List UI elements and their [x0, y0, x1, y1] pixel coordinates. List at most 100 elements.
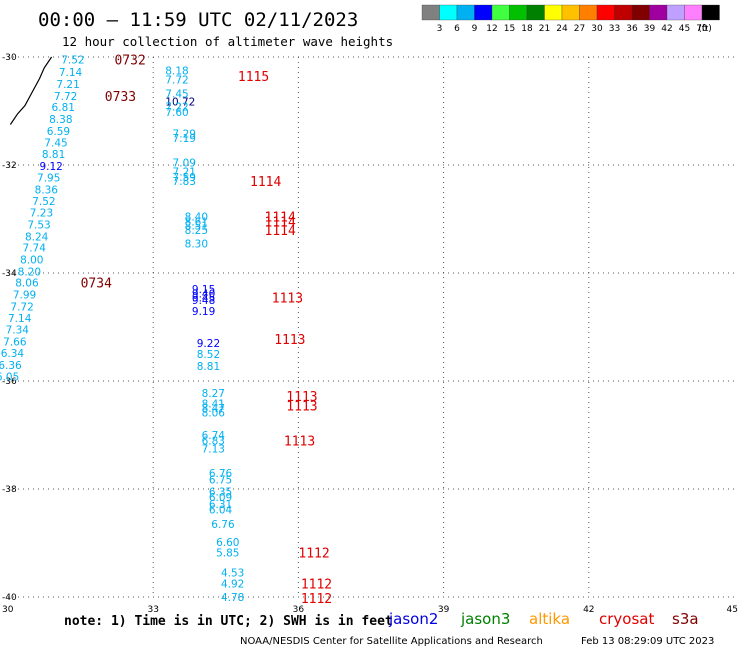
swh-value: 7.52: [32, 196, 55, 208]
swh-value: 8.40: [185, 211, 208, 223]
colorbar: 3 6 9 12 15 18 21 24 27 30 33 36 39 42 45 70(ft): [421, 4, 720, 34]
swh-value: 7.99: [13, 290, 36, 302]
colorbar-swatch: [526, 4, 545, 21]
colorbar-swatch: [439, 4, 458, 21]
time-label: 1113: [272, 291, 303, 306]
swh-value: 7.72: [10, 301, 33, 313]
colorbar-swatch: [649, 4, 668, 21]
swh-value: 7.72: [165, 75, 188, 87]
swh-value: 8.06: [15, 278, 39, 290]
swh-value: 9.19: [192, 306, 215, 318]
swh-value: 7.34: [6, 325, 30, 337]
x-tick-label: 42: [583, 605, 594, 615]
time-label: 1113: [284, 434, 315, 449]
legend-s3a: s3a: [672, 610, 699, 628]
swh-value: 7.59: [173, 172, 196, 184]
swh-value: 7.09: [173, 157, 196, 169]
swh-value: 7.72: [54, 91, 77, 103]
swh-value: 7.14: [8, 313, 32, 325]
swh-value: 4.92: [221, 579, 244, 591]
swh-value: 7.83: [173, 176, 196, 188]
swh-value: 8.20: [18, 266, 41, 278]
colorbar-label: 6: [454, 24, 460, 34]
time-label: 0733: [105, 90, 136, 105]
swh-value: 6.36: [0, 360, 22, 372]
colorbar-swatch: [596, 4, 615, 21]
time-label: 1113: [274, 333, 305, 348]
time-labels: 0732073307341115111411141114111411131113…: [81, 54, 333, 607]
colorbar-label: 24: [556, 24, 568, 34]
swh-value: 9.15: [192, 284, 215, 296]
time-label: 1114: [250, 175, 281, 190]
swh-value: 6.05: [0, 372, 19, 384]
time-label: 0732: [114, 54, 145, 69]
colorbar-label: 30: [591, 24, 603, 34]
swh-value: 7.13: [202, 444, 225, 456]
swh-value: 7.52: [61, 55, 84, 67]
colorbar-label: 36: [626, 24, 638, 34]
swh-value: 9.12: [39, 161, 62, 173]
footer-credit: NOAA/NESDIS Center for Satellite Applica…: [240, 636, 543, 647]
chart-subtitle: 12 hour collection of altimeter wave hei…: [62, 34, 393, 49]
swh-value: 7.29: [173, 129, 196, 141]
colorbar-swatch: [456, 4, 475, 21]
swh-value: 8.41: [202, 399, 225, 411]
time-label: 1114: [265, 210, 296, 225]
time-label: 1114: [265, 224, 296, 239]
colorbar-swatch: [701, 4, 720, 21]
legend-jason2: jason2: [388, 610, 438, 628]
y-tick-label: -40: [2, 593, 17, 603]
colorbar-swatch: [579, 4, 598, 21]
swh-value: 7.21: [56, 79, 79, 91]
y-tick-label: -36: [2, 377, 17, 387]
swh-value: 6.35: [209, 487, 232, 499]
colorbar-label: 27: [574, 24, 585, 34]
swh-value: 8.38: [49, 114, 72, 126]
footer-timestamp: Feb 13 08:29:09 UTC 2023: [581, 636, 714, 647]
y-axis: -30 -32 -34 -36 -38 -40: [2, 53, 17, 603]
swh-value: 8.00: [20, 255, 43, 267]
swh-value: 8.36: [35, 184, 59, 196]
colorbar-label: 33: [609, 24, 620, 34]
colorbar-label: 70: [696, 24, 708, 34]
swh-value: 6.04: [209, 505, 233, 517]
swh-value: 4.53: [221, 568, 244, 580]
swh-value: 6.31: [209, 499, 232, 511]
colorbar-swatch: [544, 4, 563, 21]
time-label: 1112: [298, 547, 329, 562]
swh-value: 7.21: [173, 166, 196, 178]
x-tick-label: 39: [438, 605, 450, 615]
colorbar-label: 21: [539, 24, 550, 34]
swh-value: 6.81: [52, 102, 75, 114]
swh-value: 8.30: [185, 238, 208, 250]
time-label: 1113: [286, 390, 317, 405]
colorbar-label: 3: [437, 24, 443, 34]
swh-value: 7.22: [165, 102, 188, 114]
colorbar-unit: (ft): [698, 24, 712, 34]
colorbar-label: 9: [472, 24, 478, 34]
swh-value: 8.61: [185, 217, 208, 229]
swh-value: 7.66: [3, 337, 27, 349]
colorbar-swatch: [491, 4, 510, 21]
chart-title: 00:00 – 11:59 UTC 02/11/2023: [38, 9, 358, 31]
time-label: 1114: [265, 216, 296, 231]
x-axis: 30 33 36 39 42 45: [2, 605, 738, 615]
swh-value: 7.95: [37, 172, 60, 184]
swh-value: 5.85: [216, 548, 239, 560]
x-tick-label: 30: [2, 605, 14, 615]
time-label: 1113: [286, 399, 317, 414]
colorbar-label: 39: [644, 24, 656, 34]
swh-value: 7.60: [165, 107, 188, 119]
swh-value: 6.76: [209, 468, 233, 480]
swh-value: 9.22: [197, 338, 220, 350]
swh-value: 8.25: [185, 225, 208, 237]
swh-value: 7.53: [27, 219, 50, 231]
legend-jason3: jason3: [460, 610, 510, 628]
colorbar-swatch: [666, 4, 685, 21]
x-tick-label: 33: [147, 605, 158, 615]
swh-value: 4.78: [221, 592, 244, 604]
y-tick-label: -30: [2, 53, 17, 63]
swh-value: 7.45: [165, 89, 188, 101]
swh-value: 6.75: [209, 474, 232, 486]
